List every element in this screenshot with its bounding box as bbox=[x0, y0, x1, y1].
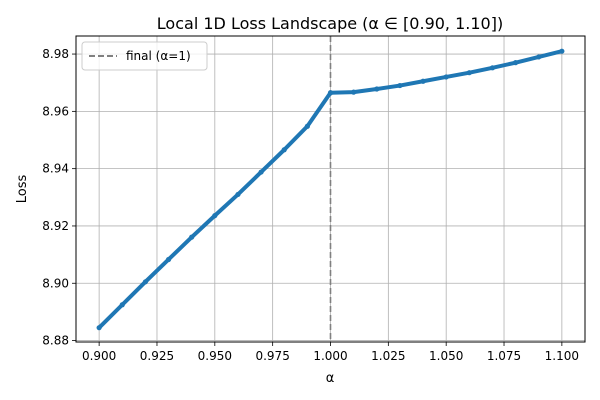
data-point bbox=[212, 213, 218, 219]
data-point bbox=[559, 48, 565, 54]
data-point bbox=[165, 256, 172, 263]
y-tick-label: 8.96 bbox=[42, 104, 69, 118]
y-tick-label: 8.92 bbox=[42, 219, 69, 233]
y-tick-label: 8.94 bbox=[42, 162, 69, 176]
x-tick-label: 1.075 bbox=[487, 349, 521, 363]
data-point bbox=[304, 123, 310, 129]
data-point bbox=[489, 65, 496, 71]
data-point bbox=[420, 78, 426, 84]
legend-box bbox=[81, 41, 208, 71]
legend-label: final (α=1) bbox=[126, 49, 191, 63]
y-tick-label: 8.88 bbox=[42, 334, 69, 348]
x-tick-label: 1.100 bbox=[545, 349, 579, 363]
data-point bbox=[189, 234, 195, 240]
data-point bbox=[466, 70, 472, 76]
y-axis-label: Loss bbox=[15, 175, 30, 204]
data-point bbox=[351, 89, 357, 95]
data-point bbox=[374, 86, 380, 92]
x-tick-label: 0.950 bbox=[198, 349, 232, 363]
axis-ticks: 0.900 0.925 0.950 0.975 1.000 1.025 1.050 1.075… bbox=[42, 47, 579, 363]
x-tick-label: 0.975 bbox=[255, 349, 289, 363]
data-point bbox=[397, 82, 403, 89]
x-tick-label: 0.900 bbox=[82, 349, 116, 363]
x-tick-label: 1.050 bbox=[429, 349, 463, 363]
data-point bbox=[142, 279, 149, 285]
x-axis-label: α bbox=[326, 371, 335, 386]
y-tick-label: 8.98 bbox=[42, 47, 69, 61]
data-point bbox=[258, 169, 264, 175]
x-tick-label: 0.925 bbox=[140, 349, 174, 363]
data-point bbox=[119, 302, 125, 308]
legend: final (α=1) bbox=[81, 41, 208, 71]
series-group bbox=[96, 48, 565, 331]
data-point bbox=[512, 60, 519, 66]
data-point bbox=[281, 147, 287, 153]
x-tick-label: 1.000 bbox=[313, 349, 347, 363]
data-point bbox=[96, 325, 102, 331]
data-point bbox=[536, 54, 542, 60]
y-tick-label: 8.90 bbox=[42, 276, 69, 290]
data-point bbox=[443, 74, 449, 80]
x-tick-label: 1.025 bbox=[371, 349, 405, 363]
data-point bbox=[235, 191, 241, 198]
chart-title: Local 1D Loss Landscape (α ∈ [0.90, 1.10… bbox=[157, 14, 503, 33]
data-point bbox=[327, 90, 334, 96]
